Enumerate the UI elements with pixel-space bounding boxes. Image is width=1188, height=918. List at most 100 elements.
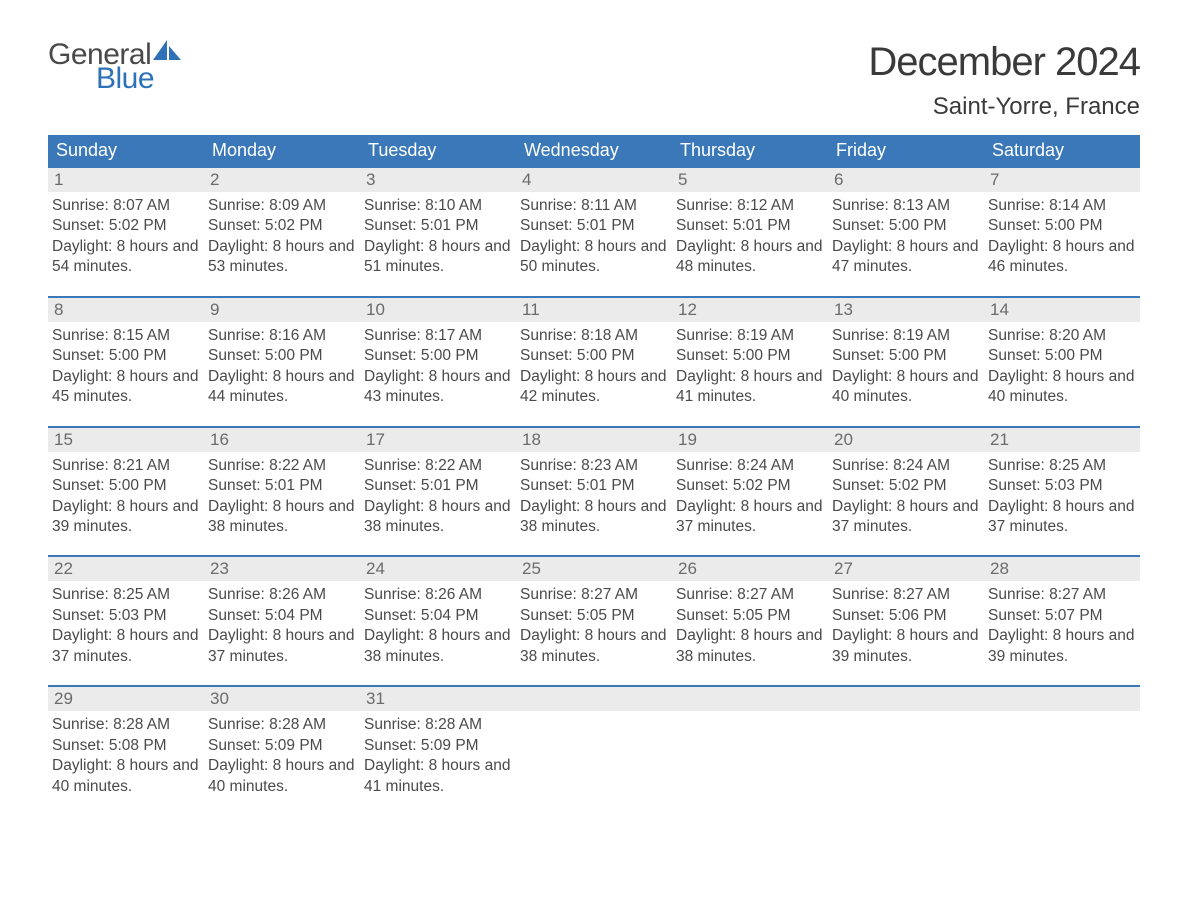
- sunset-line: Sunset: 5:04 PM: [208, 606, 356, 626]
- daylight-line: Daylight: 8 hours and 40 minutes.: [832, 367, 980, 408]
- day-number: 20: [828, 428, 984, 452]
- sunrise-line: Sunrise: 8:07 AM: [52, 196, 200, 216]
- topbar: General Blue December 2024 Saint-Yorre, …: [48, 40, 1140, 121]
- daylight-line: Daylight: 8 hours and 38 minutes.: [364, 626, 512, 667]
- daylight-line: Daylight: 8 hours and 39 minutes.: [988, 626, 1136, 667]
- day-body: Sunrise: 8:17 AMSunset: 5:00 PMDaylight:…: [360, 322, 516, 408]
- sunrise-line: Sunrise: 8:27 AM: [832, 585, 980, 605]
- day-cell: 18Sunrise: 8:23 AMSunset: 5:01 PMDayligh…: [516, 428, 672, 538]
- daylight-line: Daylight: 8 hours and 38 minutes.: [520, 497, 668, 538]
- weekday-header-cell: Monday: [204, 135, 360, 166]
- day-number: 22: [48, 557, 204, 581]
- daylight-line: Daylight: 8 hours and 37 minutes.: [676, 497, 824, 538]
- sunset-line: Sunset: 5:00 PM: [832, 216, 980, 236]
- day-body: Sunrise: 8:24 AMSunset: 5:02 PMDaylight:…: [828, 452, 984, 538]
- day-body: Sunrise: 8:16 AMSunset: 5:00 PMDaylight:…: [204, 322, 360, 408]
- sunset-line: Sunset: 5:09 PM: [364, 736, 512, 756]
- day-cell: 5Sunrise: 8:12 AMSunset: 5:01 PMDaylight…: [672, 168, 828, 278]
- sunset-line: Sunset: 5:01 PM: [208, 476, 356, 496]
- sunset-line: Sunset: 5:03 PM: [988, 476, 1136, 496]
- daylight-line: Daylight: 8 hours and 37 minutes.: [832, 497, 980, 538]
- day-number: 7: [984, 168, 1140, 192]
- day-body: Sunrise: 8:20 AMSunset: 5:00 PMDaylight:…: [984, 322, 1140, 408]
- day-cell: 7Sunrise: 8:14 AMSunset: 5:00 PMDaylight…: [984, 168, 1140, 278]
- sunrise-line: Sunrise: 8:11 AM: [520, 196, 668, 216]
- day-cell: 25Sunrise: 8:27 AMSunset: 5:05 PMDayligh…: [516, 557, 672, 667]
- day-cell: 23Sunrise: 8:26 AMSunset: 5:04 PMDayligh…: [204, 557, 360, 667]
- day-number: 26: [672, 557, 828, 581]
- daylight-line: Daylight: 8 hours and 46 minutes.: [988, 237, 1136, 278]
- sunset-line: Sunset: 5:00 PM: [208, 346, 356, 366]
- sunrise-line: Sunrise: 8:28 AM: [208, 715, 356, 735]
- sunset-line: Sunset: 5:02 PM: [832, 476, 980, 496]
- daylight-line: Daylight: 8 hours and 37 minutes.: [988, 497, 1136, 538]
- sunset-line: Sunset: 5:06 PM: [832, 606, 980, 626]
- day-cell: 26Sunrise: 8:27 AMSunset: 5:05 PMDayligh…: [672, 557, 828, 667]
- day-cell: [516, 687, 672, 797]
- sunrise-line: Sunrise: 8:21 AM: [52, 456, 200, 476]
- day-body: Sunrise: 8:21 AMSunset: 5:00 PMDaylight:…: [48, 452, 204, 538]
- logo-text-blue: Blue: [96, 64, 181, 94]
- day-body: Sunrise: 8:27 AMSunset: 5:06 PMDaylight:…: [828, 581, 984, 667]
- daylight-line: Daylight: 8 hours and 38 minutes.: [676, 626, 824, 667]
- sunset-line: Sunset: 5:02 PM: [52, 216, 200, 236]
- sunrise-line: Sunrise: 8:22 AM: [364, 456, 512, 476]
- day-cell: 17 Sunrise: 8:22 AMSunset: 5:01 PMDayligh…: [360, 428, 516, 538]
- day-body: Sunrise: 8:27 AMSunset: 5:05 PMDaylight:…: [672, 581, 828, 667]
- sunset-line: Sunset: 5:01 PM: [520, 216, 668, 236]
- daylight-line: Daylight: 8 hours and 38 minutes.: [208, 497, 356, 538]
- day-cell: [984, 687, 1140, 797]
- sunset-line: Sunset: 5:05 PM: [676, 606, 824, 626]
- day-cell: 3Sunrise: 8:10 AMSunset: 5:01 PMDaylight…: [360, 168, 516, 278]
- daylight-line: Daylight: 8 hours and 47 minutes.: [832, 237, 980, 278]
- day-number: [984, 687, 1140, 711]
- day-body: Sunrise: 8:27 AMSunset: 5:05 PMDaylight:…: [516, 581, 672, 667]
- sunset-line: Sunset: 5:02 PM: [676, 476, 824, 496]
- day-number: 12: [672, 298, 828, 322]
- sunrise-line: Sunrise: 8:27 AM: [676, 585, 824, 605]
- sunrise-line: Sunrise: 8:27 AM: [520, 585, 668, 605]
- day-number: 17: [360, 428, 516, 452]
- day-number: 11: [516, 298, 672, 322]
- logo: General Blue: [48, 40, 181, 94]
- day-body: Sunrise: 8:13 AMSunset: 5:00 PMDaylight:…: [828, 192, 984, 278]
- day-cell: 24Sunrise: 8:26 AMSunset: 5:04 PMDayligh…: [360, 557, 516, 667]
- weekday-header-cell: Sunday: [48, 135, 204, 166]
- day-body: Sunrise: 8:09 AMSunset: 5:02 PMDaylight:…: [204, 192, 360, 278]
- sunrise-line: Sunrise: 8:23 AM: [520, 456, 668, 476]
- day-number: 13: [828, 298, 984, 322]
- daylight-line: Daylight: 8 hours and 37 minutes.: [52, 626, 200, 667]
- sunset-line: Sunset: 5:01 PM: [676, 216, 824, 236]
- calendar: SundayMondayTuesdayWednesdayThursdayFrid…: [48, 135, 1140, 797]
- weekday-header-cell: Saturday: [984, 135, 1140, 166]
- day-number: 4: [516, 168, 672, 192]
- week-row: 15Sunrise: 8:21 AMSunset: 5:00 PMDayligh…: [48, 426, 1140, 538]
- daylight-line: Daylight: 8 hours and 44 minutes.: [208, 367, 356, 408]
- sunset-line: Sunset: 5:04 PM: [364, 606, 512, 626]
- sunset-line: Sunset: 5:01 PM: [364, 476, 512, 496]
- daylight-line: Daylight: 8 hours and 38 minutes.: [364, 497, 512, 538]
- day-cell: 12Sunrise: 8:19 AMSunset: 5:00 PMDayligh…: [672, 298, 828, 408]
- daylight-line: Daylight: 8 hours and 45 minutes.: [52, 367, 200, 408]
- daylight-line: Daylight: 8 hours and 54 minutes.: [52, 237, 200, 278]
- day-cell: [672, 687, 828, 797]
- day-body: Sunrise: 8:22 AMSunset: 5:01 PMDaylight:…: [204, 452, 360, 538]
- day-body: Sunrise: 8:10 AMSunset: 5:01 PMDaylight:…: [360, 192, 516, 278]
- day-body: Sunrise: 8:25 AMSunset: 5:03 PMDaylight:…: [48, 581, 204, 667]
- day-body: Sunrise: 8:15 AMSunset: 5:00 PMDaylight:…: [48, 322, 204, 408]
- day-cell: 1Sunrise: 8:07 AMSunset: 5:02 PMDaylight…: [48, 168, 204, 278]
- sunrise-line: Sunrise: 8:28 AM: [52, 715, 200, 735]
- daylight-line: Daylight: 8 hours and 53 minutes.: [208, 237, 356, 278]
- month-title: December 2024: [868, 40, 1140, 85]
- day-number: 19: [672, 428, 828, 452]
- daylight-line: Daylight: 8 hours and 41 minutes.: [364, 756, 512, 797]
- sunset-line: Sunset: 5:00 PM: [988, 346, 1136, 366]
- day-number: 2: [204, 168, 360, 192]
- day-number: 8: [48, 298, 204, 322]
- day-body: Sunrise: 8:25 AMSunset: 5:03 PMDaylight:…: [984, 452, 1140, 538]
- sunrise-line: Sunrise: 8:27 AM: [988, 585, 1136, 605]
- day-number: 24: [360, 557, 516, 581]
- day-cell: 4Sunrise: 8:11 AMSunset: 5:01 PMDaylight…: [516, 168, 672, 278]
- day-cell: 29Sunrise: 8:28 AMSunset: 5:08 PMDayligh…: [48, 687, 204, 797]
- sunset-line: Sunset: 5:01 PM: [520, 476, 668, 496]
